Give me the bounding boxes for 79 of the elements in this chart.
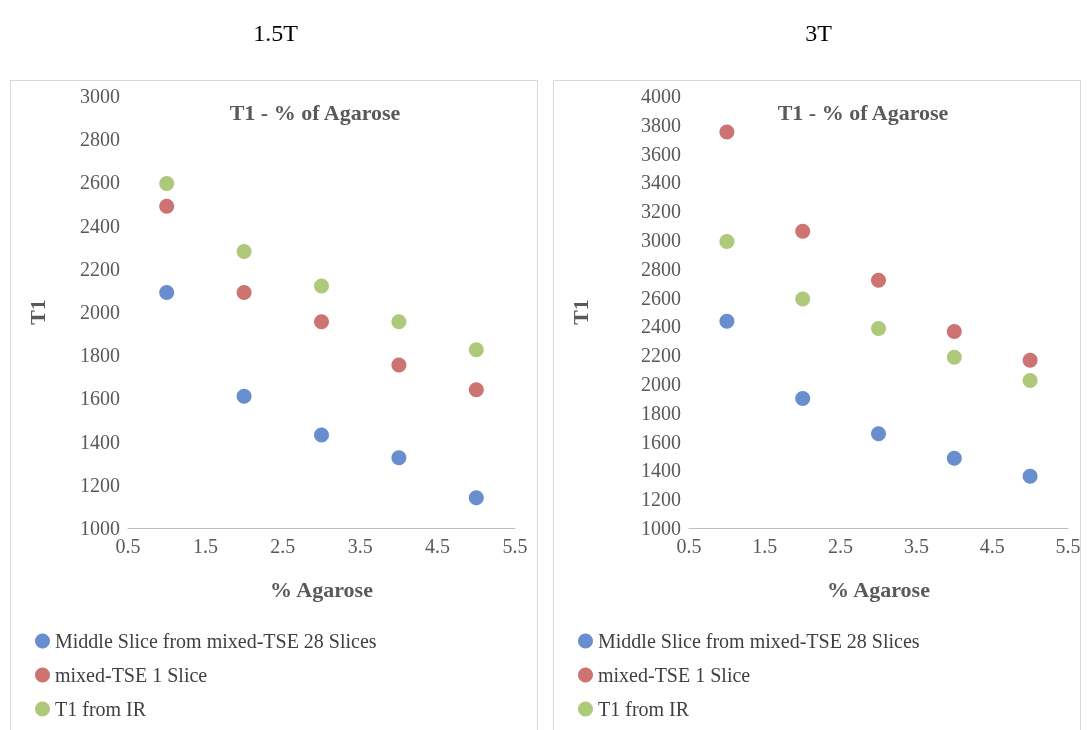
point (718, 233, 734, 249)
point (314, 427, 329, 443)
y-tick-label: 3200 (640, 200, 681, 223)
y-tick-label: 3400 (640, 171, 681, 194)
point (1022, 468, 1038, 484)
y-tick-label: 2600 (80, 171, 120, 194)
y-tick-label: 1200 (640, 488, 681, 511)
x-tick-label: 2.5 (827, 535, 853, 557)
y-tick-label: 2000 (80, 301, 120, 323)
y-tick-label: 3000 (80, 85, 120, 107)
legend-label: Middle Slice from mixed-TSE 28 Slices (597, 630, 920, 652)
point (468, 382, 484, 398)
y-tick-label: 3800 (640, 113, 681, 136)
point (314, 278, 329, 294)
x-tick-label: 5.5 (1055, 535, 1080, 557)
x-tick-label: 4.5 (979, 535, 1005, 557)
x-tick-label: 5.5 (502, 535, 528, 557)
y-tick-label: 1400 (640, 459, 681, 482)
point (468, 490, 484, 506)
legend-label: mixed-TSE 1 Slice (597, 664, 750, 686)
point (391, 357, 407, 373)
x-axis-title: % Agarose (826, 576, 930, 602)
y-tick-label: 4000 (640, 85, 681, 107)
legend-label: T1 from IR (55, 698, 147, 720)
point (314, 314, 329, 330)
y-tick-label: 1800 (640, 401, 681, 424)
point (391, 450, 407, 466)
point (946, 349, 962, 365)
x-tick-label: 3.5 (903, 535, 929, 557)
point (391, 314, 407, 330)
chart-subtitle: T1 - % of Agarose (229, 99, 401, 125)
y-tick-label: 2000 (640, 373, 681, 395)
point (870, 426, 886, 442)
point (794, 390, 810, 406)
point (236, 244, 252, 260)
x-tick-label: 4.5 (425, 535, 451, 557)
chart-title: 1.5T (253, 20, 299, 46)
point (718, 313, 734, 329)
y-tick-label: 3600 (640, 142, 681, 165)
point (946, 323, 962, 339)
y-tick-label: 2600 (640, 286, 681, 309)
y-tick-label: 1600 (640, 430, 681, 453)
point (1022, 352, 1038, 368)
y-tick-label: 3000 (640, 229, 681, 251)
y-tick-label: 1600 (80, 387, 120, 410)
point (870, 272, 886, 288)
point (236, 388, 252, 404)
point (794, 291, 810, 307)
x-axis-title: % Agarose (270, 576, 374, 602)
chart-title: 3T (804, 20, 832, 46)
point (870, 321, 886, 337)
point (1022, 372, 1038, 388)
point (468, 342, 484, 358)
point (718, 124, 734, 140)
point (159, 175, 175, 191)
x-tick-label: 3.5 (347, 535, 373, 557)
legend-label: Middle Slice from mixed-TSE 28 Slices (55, 630, 377, 652)
point (794, 223, 810, 239)
point (159, 285, 175, 301)
y-tick-label: 2200 (640, 344, 681, 367)
y-tick-label: 1800 (80, 344, 120, 367)
point (236, 285, 252, 301)
point (159, 198, 175, 214)
y-tick-label: 2400 (80, 214, 120, 237)
y-axis-title: T1 (24, 299, 50, 325)
y-tick-label: 2800 (640, 257, 681, 280)
y-axis-title: T1 (567, 299, 592, 325)
y-tick-label: 2800 (80, 128, 120, 151)
point (946, 450, 962, 466)
y-tick-label: 2200 (80, 257, 120, 280)
y-tick-label: 2400 (640, 315, 681, 338)
y-tick-label: 1200 (80, 473, 120, 496)
legend-label: mixed-TSE 1 Slice (55, 664, 208, 686)
legend-label: T1 from IR (597, 698, 690, 720)
chart-subtitle: T1 - % of Agarose (777, 99, 949, 125)
x-tick-label: 2.5 (270, 535, 296, 557)
x-tick-label: 1.5 (192, 535, 218, 557)
y-tick-label: 1400 (80, 430, 120, 453)
x-tick-label: 1.5 (751, 535, 777, 557)
